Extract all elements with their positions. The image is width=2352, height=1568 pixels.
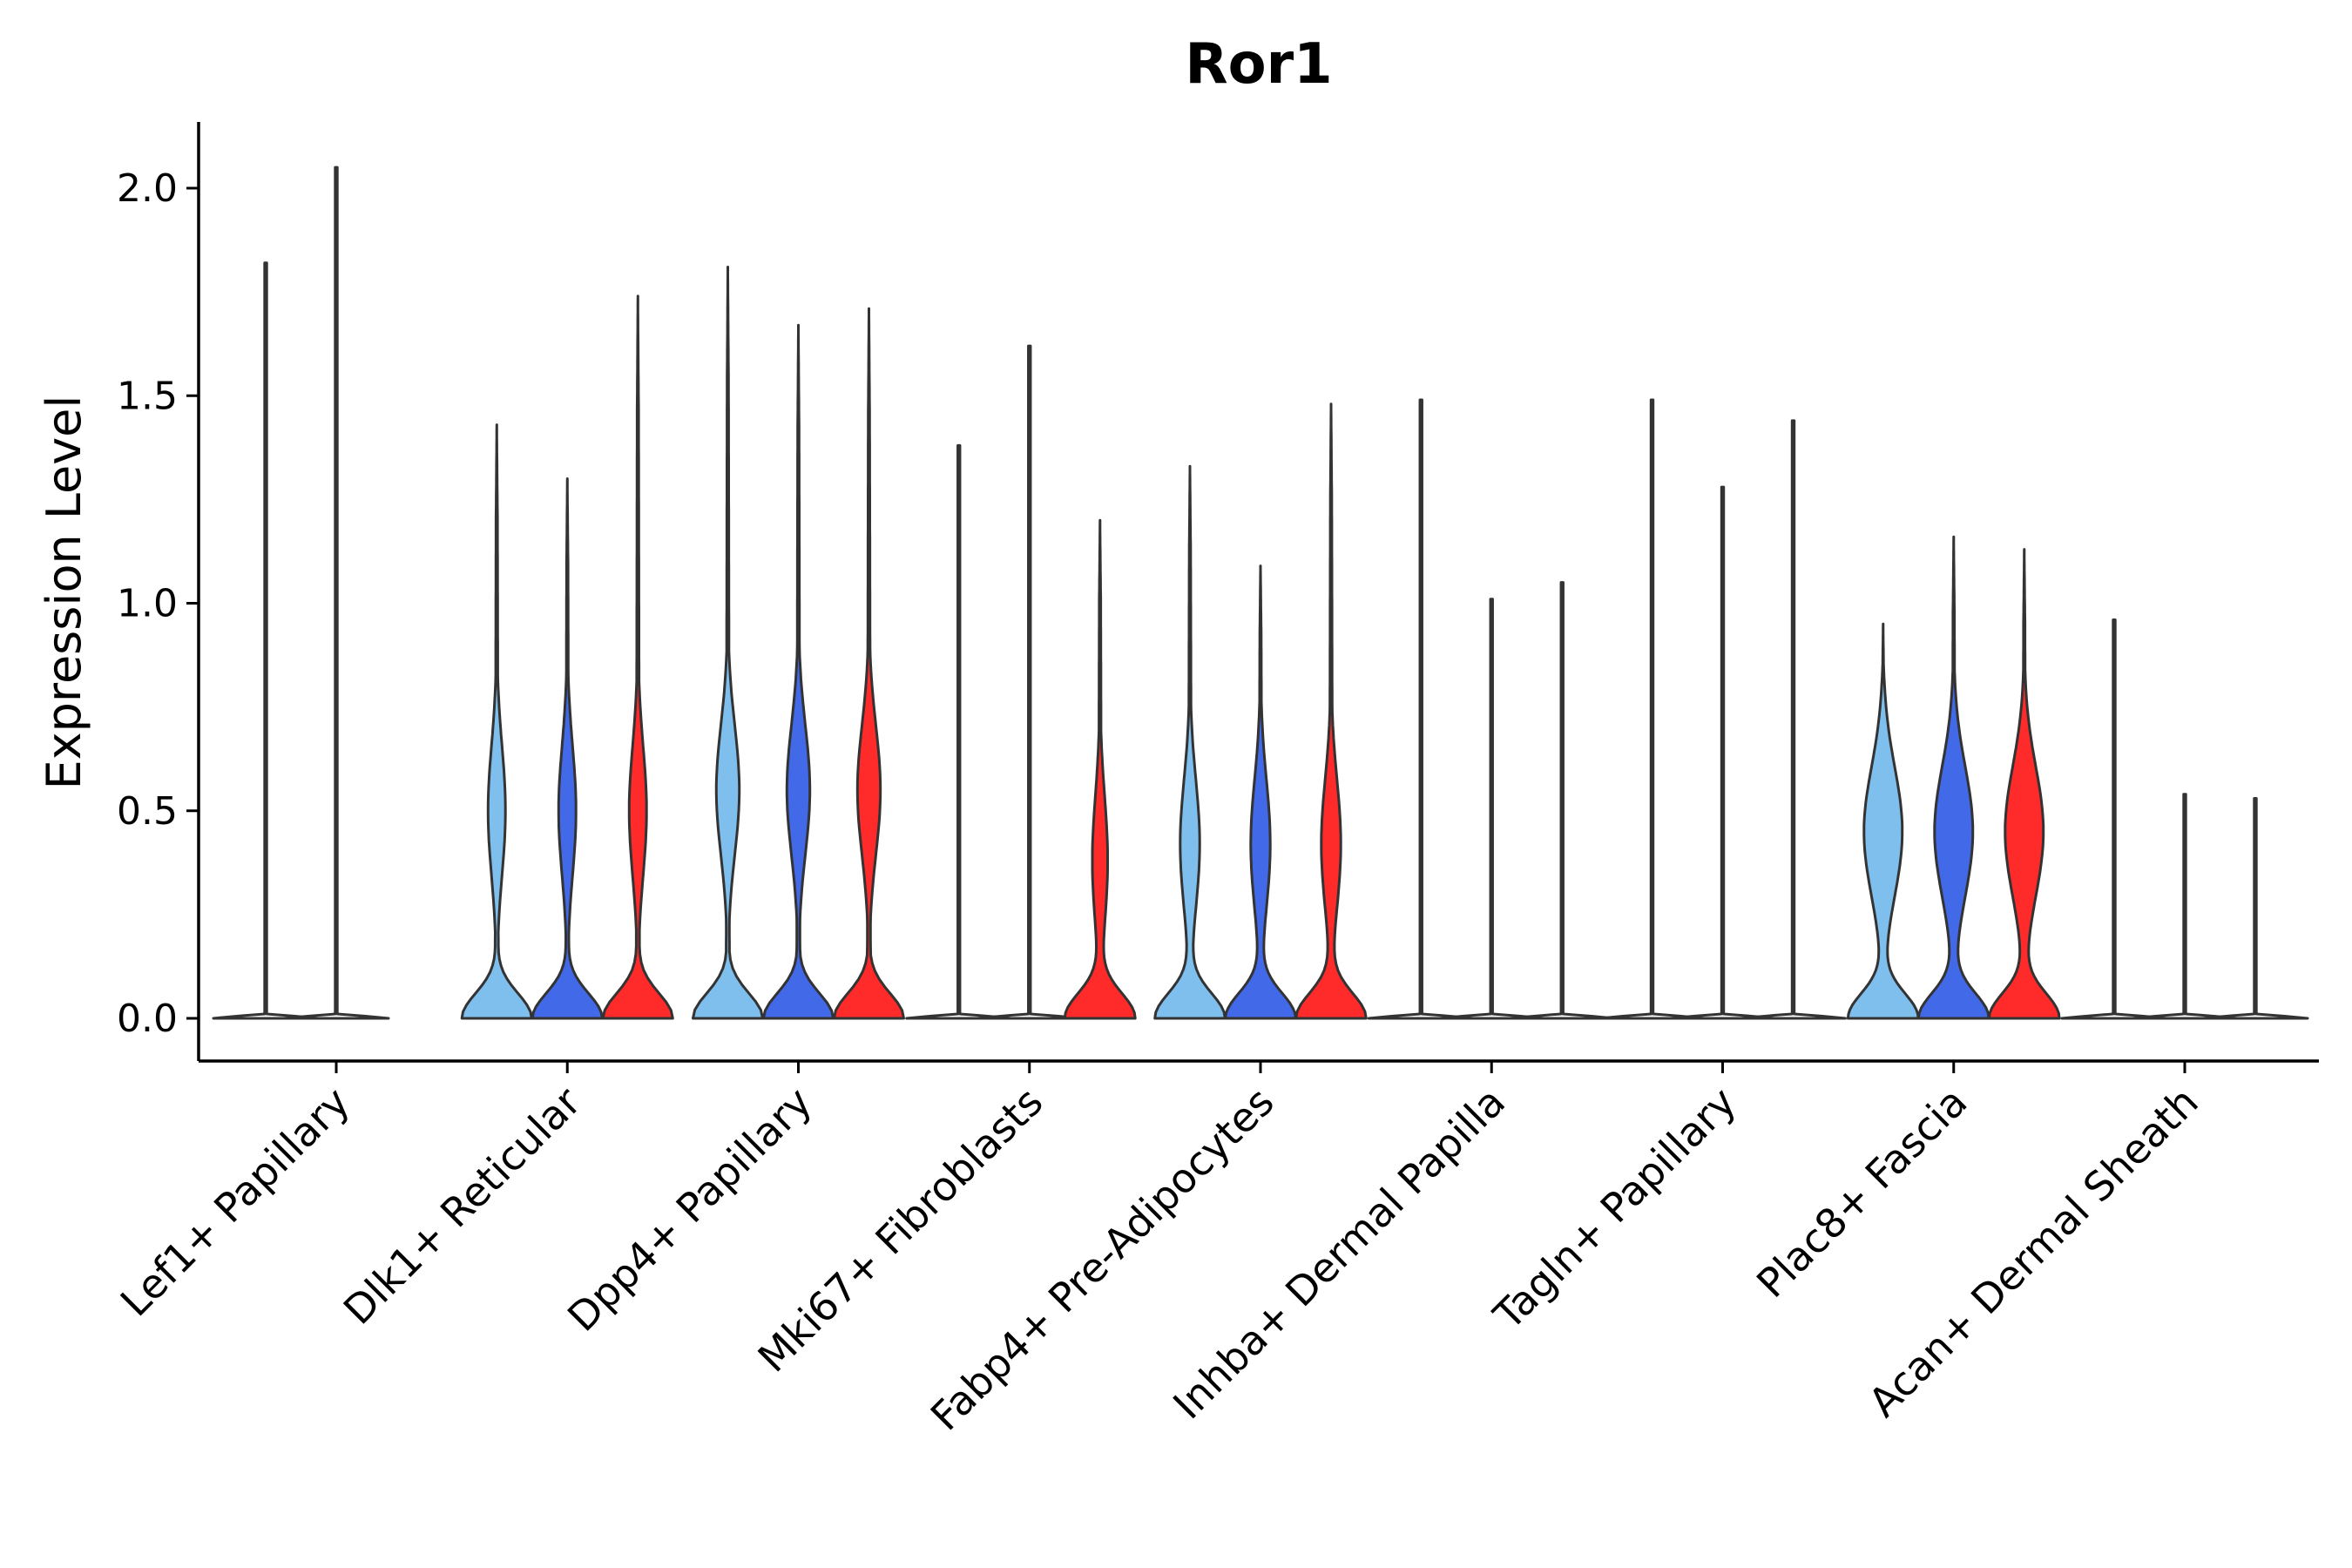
y-tick-label: 0.5 xyxy=(117,789,178,834)
x-tick-label: Plac8+ Fascia xyxy=(1747,1078,1976,1307)
violin-2-group1 xyxy=(460,423,533,1020)
x-tick-label: Tagln+ Papillary xyxy=(1484,1078,1746,1340)
y-tick-label: 1.5 xyxy=(117,374,178,418)
violin-2-group3 xyxy=(601,294,674,1020)
violin-6-group3 xyxy=(1508,581,1616,1020)
violin-2-group2 xyxy=(531,477,604,1020)
violin-9-group1 xyxy=(2060,618,2168,1020)
y-tick-label: 1.0 xyxy=(117,582,178,626)
violin-6-group2 xyxy=(1437,598,1545,1020)
violin-7-group3 xyxy=(1740,419,1847,1020)
violin-5-group2 xyxy=(1224,564,1297,1020)
violin-3-group3 xyxy=(833,307,905,1020)
violin-9-group3 xyxy=(2201,796,2309,1020)
x-tick-label: Dpp4+ Papillary xyxy=(558,1078,821,1341)
violin-6-group1 xyxy=(1367,398,1475,1020)
y-axis-label: Expression Level xyxy=(37,395,91,790)
violin-1-group2 xyxy=(282,166,390,1020)
chart-title: Ror1 xyxy=(1185,32,1332,97)
violin-7-group1 xyxy=(1598,398,1706,1020)
violin-4-group2 xyxy=(976,344,1084,1020)
violin-1-group1 xyxy=(212,261,320,1020)
violin-5-group3 xyxy=(1294,402,1368,1020)
violin-8-group2 xyxy=(1916,535,1990,1020)
violin-3-group1 xyxy=(692,266,764,1020)
violin-4-group3 xyxy=(1063,518,1137,1020)
y-tick-label: 0.0 xyxy=(117,997,178,1041)
violin-group xyxy=(212,166,2309,1020)
violin-8-group1 xyxy=(1846,622,1920,1020)
y-tick-label: 2.0 xyxy=(117,166,178,211)
violin-9-group2 xyxy=(2131,793,2239,1020)
violin-3-group2 xyxy=(762,323,835,1020)
violin-5-group1 xyxy=(1153,464,1227,1020)
x-tick-label: Dlk1+ Reticular xyxy=(335,1078,590,1334)
violin-4-group1 xyxy=(905,443,1013,1020)
violin-7-group2 xyxy=(1669,485,1776,1020)
x-tick-label: Lef1+ Papillary xyxy=(112,1078,359,1326)
y-axis: 0.0 0.5 1.0 1.5 2.0 xyxy=(117,122,200,1061)
violin-8-group3 xyxy=(1987,548,2061,1020)
